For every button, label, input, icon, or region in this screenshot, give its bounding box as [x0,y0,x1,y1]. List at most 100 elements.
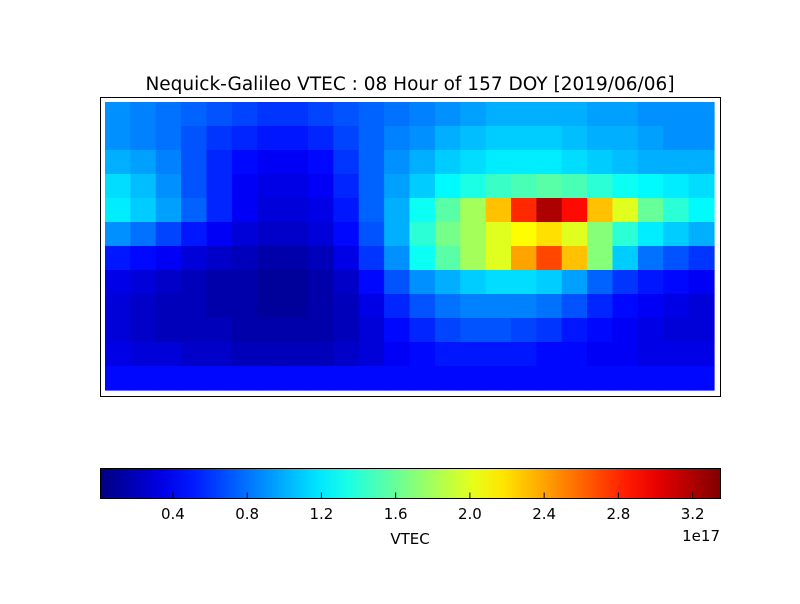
heatmap-cell [587,102,614,127]
heatmap-cell [358,174,385,199]
heatmap-cell [587,246,614,271]
heatmap-cell [485,222,512,247]
heatmap-cell [663,222,690,247]
heatmap-cell [612,102,639,127]
heatmap-cell [384,366,411,391]
heatmap-cell [561,294,588,319]
heatmap-cell [587,318,614,343]
heatmap-cell [105,174,131,199]
heatmap-cell [308,294,334,319]
heatmap-cell [358,366,385,391]
heatmap-cell [231,150,258,175]
heatmap-cell [308,366,334,391]
heatmap-cell [511,102,537,127]
heatmap-cell [358,126,385,151]
heatmap-cell [257,342,284,367]
heatmap-cell [460,318,487,343]
heatmap-cell [257,126,284,151]
heatmap-cell [282,342,309,367]
heatmap-cell [511,126,537,151]
heatmap-cell [105,246,131,271]
heatmap-cell [587,126,614,151]
heatmap-cell [155,150,182,175]
heatmap-cell [231,246,258,271]
heatmap-cell [181,342,208,367]
heatmap-cell [434,342,461,367]
heatmap-cell [155,366,182,391]
heatmap-cell [308,126,334,151]
heatmap-cell [612,294,639,319]
heatmap-cell [409,246,436,271]
heatmap-cell [257,174,284,199]
heatmap-cell [587,270,614,295]
heatmap-cell [536,150,563,175]
heatmap-cell [485,270,512,295]
heatmap-cell [561,246,588,271]
heatmap-cell [688,222,715,247]
heatmap-cell [637,174,664,199]
heatmap-cell [511,366,537,391]
heatmap-cell [282,174,309,199]
heatmap-cell [155,102,182,127]
heatmap-cell [409,222,436,247]
heatmap-cell [384,174,411,199]
heatmap-cell [155,270,182,295]
heatmap-cell [308,270,334,295]
heatmap-cell [663,246,690,271]
heatmap-cell [358,294,385,319]
heatmap-cell [637,366,664,391]
heatmap-cell [536,318,563,343]
heatmap-cell [384,270,411,295]
heatmap-cell [637,270,664,295]
heatmap-cell [105,150,131,175]
heatmap-cell [181,366,208,391]
heatmap-cell [231,222,258,247]
colorbar-offset-text: 1e17 [682,527,720,545]
heatmap-cell [308,150,334,175]
heatmap-cell [130,198,157,223]
heatmap-cell [358,246,385,271]
heatmap-cell [637,198,664,223]
heatmap-cell [663,270,690,295]
heatmap-cell [637,318,664,343]
heatmap-cell [333,126,360,151]
heatmap-cell [511,270,537,295]
heatmap-cell [333,222,360,247]
heatmap-cell [206,150,233,175]
heatmap-cell [637,222,664,247]
heatmap-cell [663,366,690,391]
heatmap-cell [460,246,487,271]
heatmap-cell [409,366,436,391]
heatmap-cell [333,294,360,319]
heatmap-cell [536,222,563,247]
heatmap-cell [130,318,157,343]
heatmap-cell [612,150,639,175]
heatmap-cell [358,318,385,343]
heatmap-cell [231,174,258,199]
heatmap-cell [130,126,157,151]
heatmap-cell [181,198,208,223]
heatmap-cell [688,318,715,343]
colorbar-tick-label: 2.4 [532,505,556,523]
heatmap-cell [637,246,664,271]
heatmap-cell [384,246,411,271]
heatmap-cell [587,366,614,391]
heatmap-cell [561,366,588,391]
heatmap-cell [206,102,233,127]
heatmap-cell [561,318,588,343]
heatmap-cell [511,150,537,175]
heatmap-cell [105,294,131,319]
heatmap-cell [460,342,487,367]
heatmap-cell [333,366,360,391]
heatmap-cell [485,198,512,223]
heatmap-cell [282,150,309,175]
heatmap-cell [105,198,131,223]
heatmap-cell [257,366,284,391]
heatmap-cell [434,150,461,175]
heatmap-cell [358,342,385,367]
heatmap-cell [333,174,360,199]
heatmap-cell [663,342,690,367]
colorbar-tick-label: 1.2 [309,505,333,523]
heatmap-cell [333,102,360,127]
heatmap-cell [358,150,385,175]
